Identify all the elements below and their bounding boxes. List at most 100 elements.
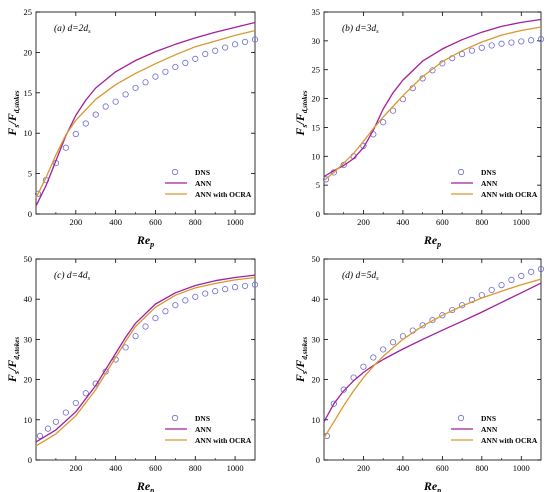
panel-label: (d) d=5ds xyxy=(342,270,379,282)
legend-label: ANN with OCRA xyxy=(195,190,252,199)
dns-point xyxy=(380,346,387,353)
y-tick-label: 30 xyxy=(24,334,33,344)
dns-point xyxy=(162,308,169,315)
dns-point xyxy=(102,103,109,110)
y-tick-label: 20 xyxy=(24,375,33,385)
dns-point xyxy=(36,432,44,439)
legend: DNS ANN ANN with OCRA xyxy=(165,168,252,199)
y-tick-label: 35 xyxy=(312,7,321,17)
dns-point xyxy=(72,399,79,407)
x-tick-label: 200 xyxy=(69,217,82,227)
dns-point xyxy=(34,190,42,197)
dns-point xyxy=(429,317,436,324)
dns-point xyxy=(62,409,69,416)
dns-point xyxy=(340,386,347,393)
y-tick-label: 5 xyxy=(28,169,32,179)
y-tick-label: 0 xyxy=(28,455,32,465)
dns-point xyxy=(429,67,436,74)
dns-point xyxy=(52,418,60,425)
dns-point xyxy=(162,68,169,75)
y-tick-label: 10 xyxy=(312,151,321,161)
legend-dns-marker xyxy=(457,168,465,176)
dns-point xyxy=(370,354,377,361)
y-tick-label: 20 xyxy=(312,94,321,104)
dns-point xyxy=(322,176,330,183)
dns-point xyxy=(488,286,495,294)
dns-point xyxy=(389,339,397,346)
dns-point xyxy=(212,288,219,295)
dns-point xyxy=(241,282,249,290)
x-tick-label: 600 xyxy=(436,217,449,227)
x-tick-label: 800 xyxy=(475,463,488,473)
legend-label: DNS xyxy=(481,414,496,423)
dns-point xyxy=(508,276,515,284)
y-tick-label: 40 xyxy=(24,294,33,304)
legend-dns-marker xyxy=(457,414,465,422)
y-tick-label: 30 xyxy=(312,36,321,46)
y-tick-label: 40 xyxy=(312,294,321,304)
legend-label: ANN xyxy=(195,179,212,188)
x-tick-label: 1000 xyxy=(513,217,530,227)
legend-label: ANN with OCRA xyxy=(195,436,252,445)
y-axis-label: Fs/Fd,stokes xyxy=(293,337,309,384)
series-ann-line xyxy=(323,18,542,178)
dns-point xyxy=(468,47,476,54)
y-tick-label: 30 xyxy=(312,334,321,344)
legend-label: ANN xyxy=(481,425,498,434)
dns-point xyxy=(222,44,229,51)
legend: DNS ANN ANN with OCRA xyxy=(451,168,538,199)
dns-point xyxy=(389,107,397,114)
dns-point xyxy=(112,98,119,105)
legend-label: DNS xyxy=(195,168,210,177)
dns-point xyxy=(439,312,446,319)
panel-label: (c) d=4ds xyxy=(54,270,91,282)
dns-point xyxy=(72,130,79,138)
legend-label: ANN with OCRA xyxy=(481,436,538,445)
x-tick-label: 400 xyxy=(109,463,122,473)
plot-frame xyxy=(35,258,256,461)
dns-point xyxy=(498,282,505,289)
x-tick-label: 400 xyxy=(109,217,122,227)
dns-point xyxy=(142,79,149,86)
y-tick-label: 25 xyxy=(312,65,321,75)
dns-point xyxy=(172,63,179,71)
series-dns-markers xyxy=(322,36,545,183)
dns-point xyxy=(62,144,69,151)
x-tick-label: 1000 xyxy=(227,463,244,473)
legend-label: ANN xyxy=(195,425,212,434)
dns-point xyxy=(122,344,129,351)
dns-point xyxy=(251,281,259,288)
dns-point xyxy=(82,390,89,397)
dns-point xyxy=(192,293,199,300)
chart-panel-2: 200 400 600 800 1000 0 5 10 15 20 25 30 35 (b) d=3ds D… xyxy=(293,7,545,249)
y-axis-label: Fs/Fd,stokes xyxy=(5,337,21,384)
legend: DNS ANN ANN with OCRA xyxy=(165,414,252,445)
series-ann-ocra-line xyxy=(35,29,256,199)
x-tick-label: 600 xyxy=(149,217,162,227)
chart-panel-1: 200 400 600 800 1000 0 5 10 15 20 25 (a) d=2ds DNS AN… xyxy=(5,7,259,249)
dns-point xyxy=(468,296,476,304)
dns-point xyxy=(251,36,259,43)
x-tick-label: 800 xyxy=(189,463,202,473)
y-tick-label: 50 xyxy=(24,254,33,264)
x-tick-label: 600 xyxy=(149,463,162,473)
legend-label: ANN xyxy=(481,179,498,188)
y-tick-label: 0 xyxy=(316,209,320,219)
dns-point xyxy=(152,73,159,80)
dns-point xyxy=(241,38,249,45)
x-axis-label: Rep xyxy=(136,233,154,249)
x-tick-label: 400 xyxy=(397,463,410,473)
x-tick-label: 800 xyxy=(189,217,202,227)
dns-point xyxy=(478,44,485,51)
dns-point xyxy=(537,265,545,273)
y-tick-label: 15 xyxy=(24,88,33,98)
dns-point xyxy=(44,425,52,432)
dns-point xyxy=(182,59,189,67)
x-axis-label: Rep xyxy=(423,233,441,249)
x-tick-label: 200 xyxy=(357,217,370,227)
dns-point xyxy=(330,400,337,407)
plot-frame xyxy=(35,11,256,215)
dns-point xyxy=(92,111,99,118)
dns-point xyxy=(212,47,219,54)
x-tick-label: 400 xyxy=(397,217,410,227)
